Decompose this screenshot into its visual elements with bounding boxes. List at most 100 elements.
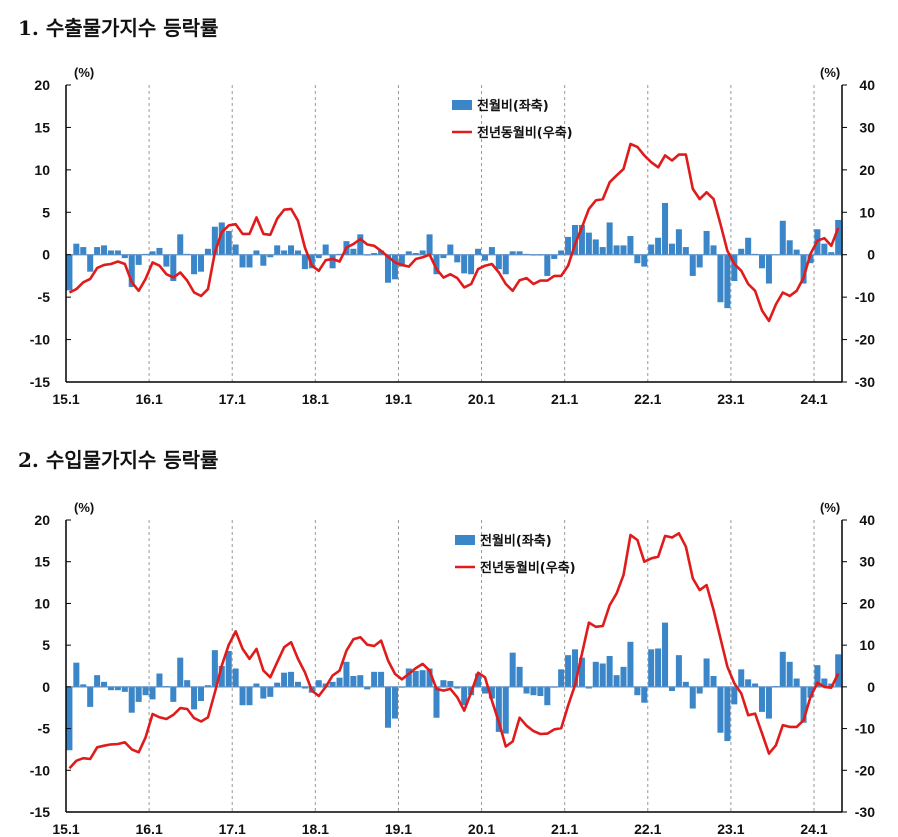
bar-mom xyxy=(378,671,385,687)
bar-mom xyxy=(156,247,163,255)
bar-mom xyxy=(94,675,101,687)
legend-bar-label: 전월비(좌축) xyxy=(480,533,552,549)
bar-mom xyxy=(648,244,655,255)
bar-mom xyxy=(350,248,357,255)
bar-mom xyxy=(585,232,592,255)
left-tick-label: -10 xyxy=(30,332,50,348)
bar-mom xyxy=(655,237,662,255)
bar-mom xyxy=(571,649,579,687)
x-tick-label: 21.1 xyxy=(551,391,578,407)
x-tick-label: 16.1 xyxy=(135,821,162,837)
bar-mom xyxy=(412,253,419,255)
left-tick-label: 10 xyxy=(34,595,50,611)
bar-mom xyxy=(634,686,641,696)
bar-mom xyxy=(412,671,419,687)
bar-mom xyxy=(475,673,482,687)
bar-mom xyxy=(128,686,135,713)
x-tick-label: 16.1 xyxy=(135,391,162,407)
bar-mom xyxy=(481,686,488,694)
x-tick-label: 17.1 xyxy=(219,821,246,837)
bar-mom xyxy=(758,254,766,269)
bar-mom xyxy=(329,681,336,687)
bar-mom xyxy=(800,254,807,284)
bar-mom xyxy=(149,686,156,700)
bar-mom xyxy=(502,686,509,734)
bar-mom xyxy=(163,254,170,267)
bar-mom xyxy=(260,254,267,266)
bar-mom xyxy=(786,661,793,687)
left-tick-label: -15 xyxy=(30,374,50,390)
bar-mom xyxy=(620,666,627,687)
bar-mom xyxy=(204,248,211,255)
bar-mom xyxy=(218,222,225,255)
bar-mom xyxy=(689,254,696,276)
x-tick-label: 21.1 xyxy=(551,821,578,837)
right-tick-label: 30 xyxy=(859,554,875,570)
bar-mom xyxy=(558,250,565,255)
bar-mom xyxy=(731,686,738,705)
bar-mom xyxy=(87,254,94,272)
right-tick-label: 30 xyxy=(859,119,875,135)
bar-mom xyxy=(696,254,703,268)
bar-mom xyxy=(717,254,724,303)
bar-mom xyxy=(343,661,350,687)
bar-mom xyxy=(184,680,191,687)
left-tick-label: 5 xyxy=(42,637,50,653)
bar-mom xyxy=(641,254,648,267)
bar-mom xyxy=(350,676,357,687)
bar-mom xyxy=(495,686,502,732)
bar-mom xyxy=(433,686,440,718)
bar-mom xyxy=(294,250,301,255)
left-tick-label: -5 xyxy=(38,289,51,305)
bar-mom xyxy=(121,254,128,259)
left-tick-label: 15 xyxy=(34,554,50,570)
bar-mom xyxy=(738,669,745,687)
bar-mom xyxy=(107,250,114,255)
bar-mom xyxy=(793,678,800,687)
bar-mom xyxy=(745,679,752,687)
bar-mom xyxy=(253,250,260,255)
bar-mom xyxy=(606,222,613,255)
bar-mom xyxy=(662,622,669,687)
bar-mom xyxy=(426,234,433,255)
right-tick-label: 40 xyxy=(859,77,875,93)
x-tick-label: 22.1 xyxy=(634,391,661,407)
bar-mom xyxy=(170,686,177,702)
left-tick-label: 0 xyxy=(42,247,50,263)
left-tick-label: 5 xyxy=(42,204,50,220)
bar-mom xyxy=(211,650,218,687)
bar-mom xyxy=(315,680,322,687)
line-yoy xyxy=(68,142,840,323)
bar-mom xyxy=(835,219,842,255)
bar-mom xyxy=(267,686,274,697)
right-tick-label: -30 xyxy=(855,374,875,390)
right-tick-label: 0 xyxy=(867,679,875,695)
left-tick-label: 0 xyxy=(42,679,50,695)
chart-1-title: 1. 수출물가지수 등락률 xyxy=(18,16,219,40)
bar-mom xyxy=(405,251,412,255)
bar-mom xyxy=(294,681,301,687)
bar-mom xyxy=(502,254,509,275)
bar-mom xyxy=(710,676,717,687)
left-tick-label: -5 xyxy=(38,721,51,737)
bar-mom xyxy=(835,654,842,687)
bar-mom xyxy=(197,254,205,272)
bar-mom xyxy=(80,684,87,687)
bar-mom xyxy=(807,686,814,698)
bar-mom xyxy=(142,686,149,696)
bar-mom xyxy=(371,253,378,255)
bar-mom xyxy=(357,234,364,255)
bar-mom xyxy=(578,657,585,687)
x-tick-label: 23.1 xyxy=(717,391,744,407)
right-tick-label: 20 xyxy=(859,162,875,178)
bar-mom xyxy=(475,248,482,255)
bar-mom xyxy=(440,680,447,687)
right-tick-label: 40 xyxy=(859,512,875,528)
bar-mom xyxy=(523,686,530,694)
chart-2-title: 2. 수입물가지수 등락률 xyxy=(18,448,219,472)
bar-mom xyxy=(516,666,523,687)
bar-mom xyxy=(558,669,565,687)
right-tick-label: 10 xyxy=(859,204,875,220)
bar-mom xyxy=(315,254,322,259)
bar-mom xyxy=(779,220,786,255)
